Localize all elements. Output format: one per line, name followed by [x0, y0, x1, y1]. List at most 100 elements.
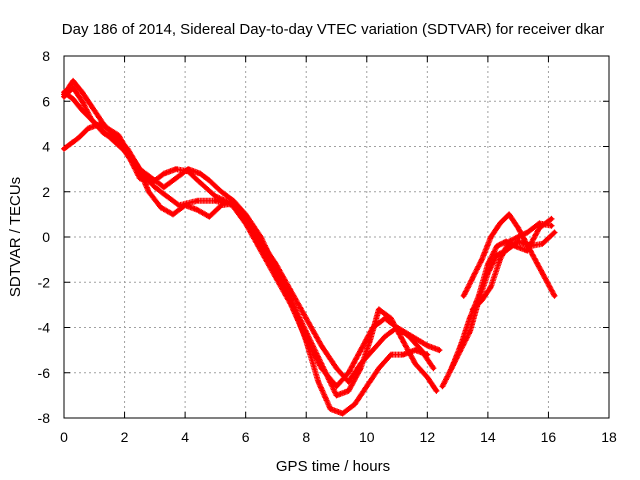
data-point: [195, 198, 200, 203]
data-point: [149, 175, 155, 181]
y-tick-label: 0: [42, 229, 50, 245]
data-point: [367, 338, 373, 344]
x-tick-label: 2: [121, 429, 129, 445]
data-point: [134, 162, 139, 167]
data-point: [61, 146, 67, 151]
data-point: [352, 402, 357, 407]
data-point: [479, 257, 485, 262]
y-axis-label: SDTVAR / TECUs: [7, 177, 24, 297]
data-point: [506, 212, 512, 217]
data-point: [382, 334, 388, 339]
x-tick-label: 16: [541, 429, 557, 445]
data-point: [406, 334, 412, 339]
data-point: [61, 90, 67, 95]
data-point: [497, 221, 503, 226]
data-point: [319, 361, 324, 366]
data-point: [304, 316, 309, 321]
series-markers: [61, 77, 440, 399]
x-tick-label: 14: [480, 429, 496, 445]
data-point: [413, 361, 418, 366]
data-point: [161, 171, 167, 176]
data-point: [288, 298, 294, 303]
x-tick-label: 6: [242, 429, 250, 445]
data-point: [79, 108, 85, 113]
data-point: [273, 271, 279, 276]
y-tick-label: -8: [38, 410, 51, 426]
axis-ticks: [63, 55, 610, 419]
data-point: [198, 171, 203, 176]
data-point: [89, 103, 94, 108]
data-point: [364, 384, 369, 389]
data-point: [164, 194, 170, 199]
y-tick-label: -6: [38, 365, 51, 381]
series-day-8: [469, 220, 555, 313]
data-point: [461, 293, 466, 299]
data-point: [488, 284, 494, 289]
y-tick-label: 8: [42, 48, 50, 64]
data-point: [400, 352, 406, 357]
data-point: [170, 212, 176, 217]
data-point: [425, 343, 430, 348]
data-point: [70, 139, 76, 145]
data-point: [76, 135, 82, 140]
data-point: [370, 347, 376, 353]
data-point: [479, 298, 485, 303]
data-point: [243, 216, 248, 222]
series-day-3: [61, 77, 440, 399]
data-point: [340, 411, 345, 416]
x-tick-label: 0: [60, 429, 68, 445]
data-point: [440, 384, 445, 389]
data-point: [512, 243, 518, 249]
series-day-6: [448, 215, 555, 372]
data-point: [506, 239, 512, 244]
chart-title: Day 186 of 2014, Sidereal Day-to-day VTE…: [62, 21, 604, 38]
data-point: [231, 200, 236, 206]
y-tick-labels: -8 -6 -4 -2 0 2 4 6 8: [38, 48, 51, 426]
data-point: [258, 246, 264, 251]
x-axis-label: GPS time / hours: [276, 458, 390, 475]
y-tick-label: 4: [42, 139, 50, 155]
data-point: [425, 375, 430, 380]
data-point: [319, 343, 324, 348]
y-tick-label: 2: [42, 184, 50, 200]
data-point: [549, 216, 554, 222]
data-point: [525, 230, 530, 235]
data-point: [537, 221, 542, 226]
data-point: [346, 388, 351, 394]
data-point: [328, 406, 333, 412]
data-point: [185, 166, 191, 172]
data-point: [86, 126, 91, 131]
series-day-1: [61, 120, 443, 390]
series-day-5: [439, 229, 558, 390]
data-point: [434, 388, 439, 394]
series-markers: [439, 229, 558, 390]
data-point: [376, 307, 382, 312]
data-point: [70, 78, 76, 84]
data-point: [437, 347, 442, 353]
series-day-4: [61, 89, 431, 417]
data-point: [195, 207, 200, 213]
data-point: [173, 166, 179, 172]
x-tick-label: 8: [302, 429, 310, 445]
data-point: [101, 121, 106, 127]
data-point: [288, 289, 294, 294]
data-point: [431, 366, 436, 371]
data-point: [152, 185, 158, 190]
y-tick-label: 6: [42, 93, 50, 109]
data-point: [110, 137, 115, 142]
data-point: [458, 343, 463, 348]
data-series: [61, 77, 558, 417]
data-point: [449, 366, 454, 371]
data-point: [494, 252, 500, 258]
data-point: [79, 90, 85, 95]
data-point: [304, 338, 309, 344]
data-point: [98, 126, 103, 131]
data-point: [540, 241, 545, 246]
data-point: [413, 347, 418, 353]
data-point: [470, 275, 475, 280]
data-point: [79, 99, 85, 104]
data-point: [173, 175, 179, 181]
data-point: [528, 248, 533, 253]
data-point: [552, 293, 557, 299]
data-point: [388, 352, 394, 357]
